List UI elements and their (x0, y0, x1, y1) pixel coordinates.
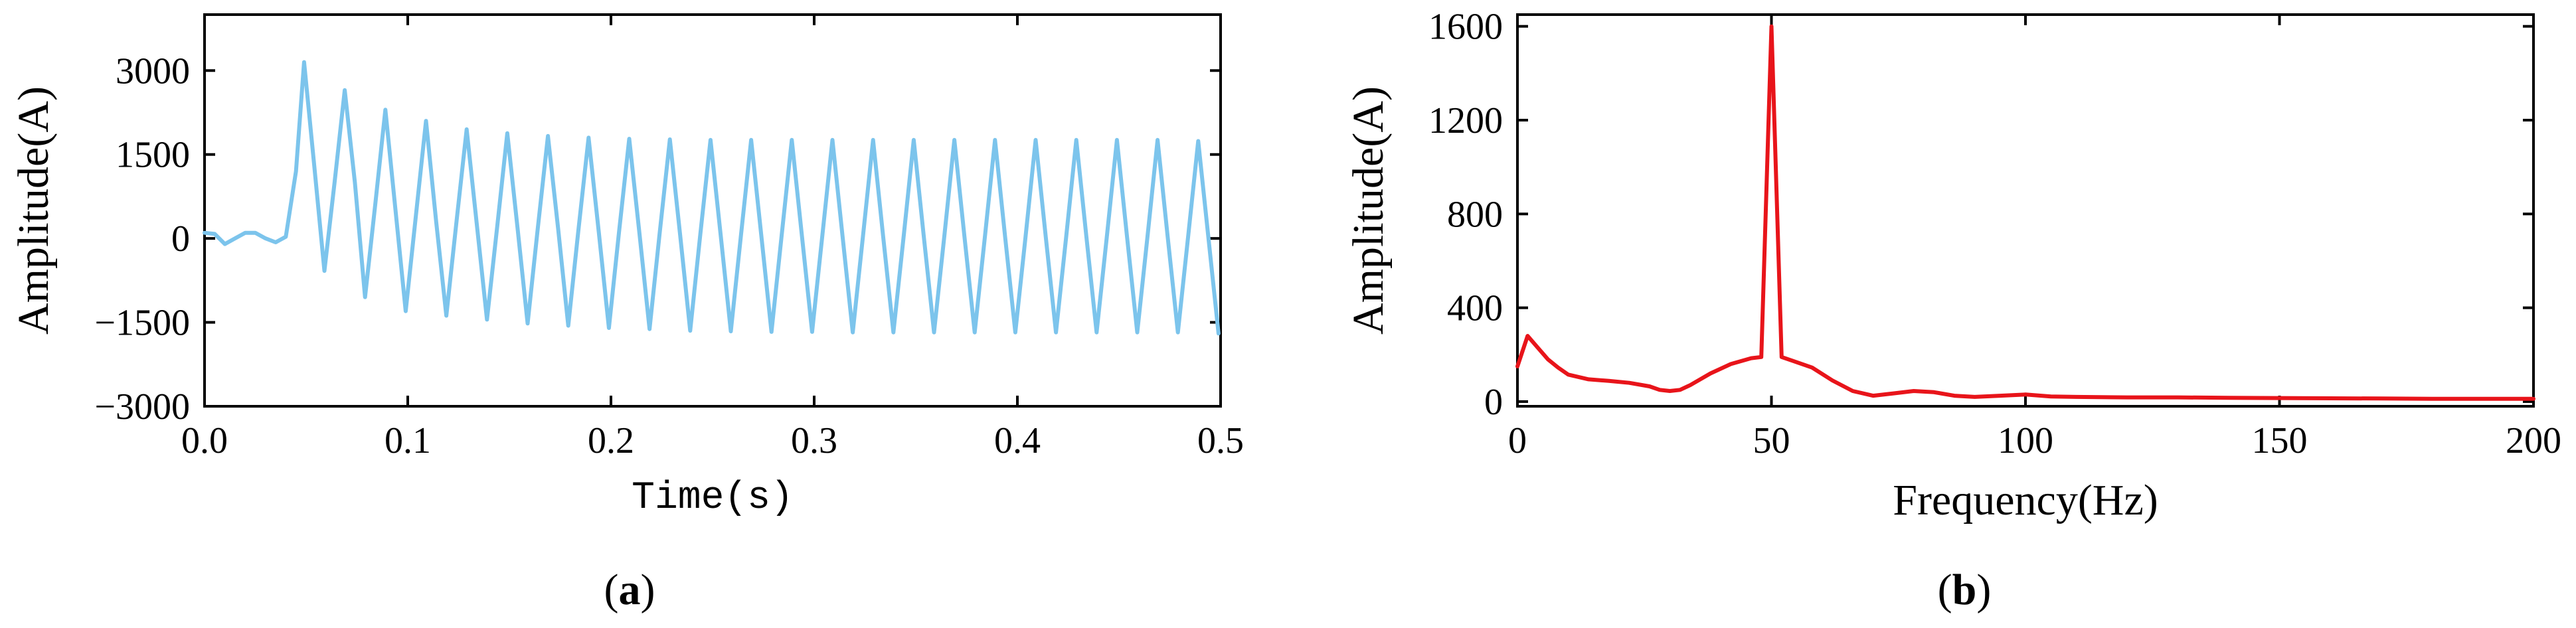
x-tick-labels: 0.0 0.1 0.2 0.3 0.4 0.5 (181, 420, 1244, 461)
x-tick-label: 200 (2506, 420, 2561, 461)
y-axis-label: Amplitude(A) (9, 86, 58, 335)
x-tick-label: 0 (1508, 420, 1527, 461)
series-line (1515, 24, 2535, 401)
x-axis-label: Frequency(Hz) (1893, 476, 2158, 524)
y-tick-label: 1600 (1428, 7, 1503, 48)
series-lines (203, 60, 1221, 336)
y-tick-label: −1500 (94, 303, 190, 344)
y-tick-label: 0 (1484, 382, 1503, 423)
series-lines (1515, 24, 2535, 401)
panel-label: (b) (1938, 566, 1992, 614)
time-domain-chart: −3000 −1500 0 1500 3000 0.0 0.1 0.2 0.3 0.4 0.5 A… (9, 13, 1244, 614)
y-tick-label: 400 (1447, 288, 1503, 329)
y-tick-label: 1200 (1428, 100, 1503, 141)
series-line (203, 60, 1221, 336)
x-tick-label: 0.3 (791, 420, 837, 461)
plot-area-frame (1516, 13, 2535, 408)
x-tick-labels: 0 50 100 150 200 (1508, 420, 2561, 461)
y-axis-label: Amplitude(A) (1344, 86, 1393, 335)
x-tick-label: 0.2 (588, 420, 634, 461)
frequency-spectrum-chart: 0 400 800 1200 1600 0 50 100 150 200 Amplitude(A… (1344, 7, 2561, 614)
panel-label: (a) (604, 566, 655, 614)
y-tick-labels: −3000 −1500 0 1500 3000 (94, 50, 190, 428)
y-tick-label: 0 (171, 218, 190, 260)
y-tick-label: 800 (1447, 194, 1503, 235)
x-tick-label: 50 (1753, 420, 1790, 461)
x-tick-label: 0.4 (994, 420, 1041, 461)
y-tick-label: −3000 (94, 386, 190, 428)
x-axis-label: Time(s) (632, 477, 794, 520)
x-tick-label: 0.1 (385, 420, 431, 461)
x-tick-label: 100 (1998, 420, 2053, 461)
y-tick-labels: 0 400 800 1200 1600 (1428, 7, 1503, 423)
plot-area-frame (203, 13, 1222, 408)
tick-marks (1516, 15, 2535, 406)
x-tick-label: 150 (2252, 420, 2308, 461)
y-tick-label: 1500 (116, 135, 190, 176)
x-tick-label: 0.0 (181, 420, 228, 461)
y-tick-label: 3000 (116, 50, 190, 92)
x-tick-label: 0.5 (1197, 420, 1244, 461)
